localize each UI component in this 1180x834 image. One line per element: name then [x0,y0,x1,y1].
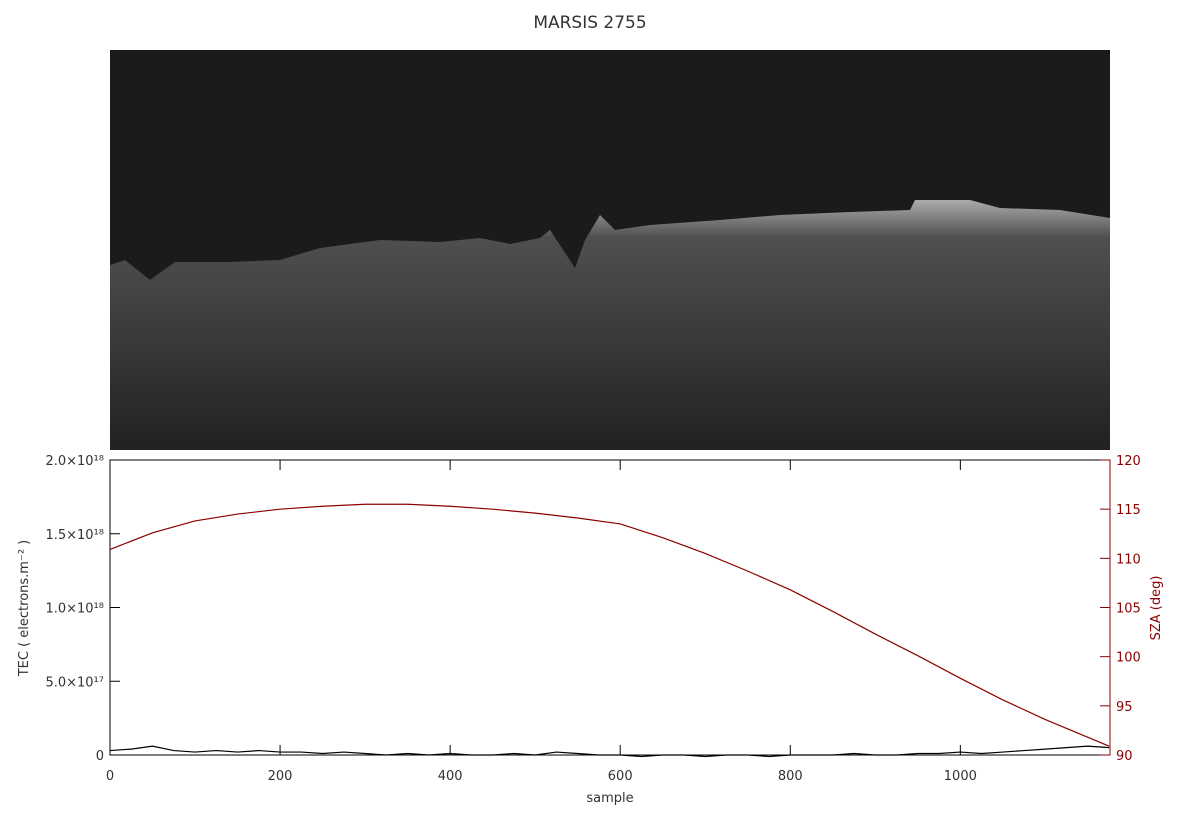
chart-title: MARSIS 2755 [533,13,646,33]
y2-tick-label: 110 [1116,552,1141,567]
y2-tick-label: 115 [1116,503,1141,518]
y-tick-label: 0 [96,749,104,764]
plot-frame [109,459,1111,756]
x-axis-label: sample [586,791,633,806]
x-tick-label: 600 [608,769,633,784]
x-tick-label: 400 [438,769,463,784]
y2-tick-label: 90 [1116,749,1133,764]
y2-tick-label: 100 [1116,651,1141,666]
x-tick-label: 200 [268,769,293,784]
x-tick-label: 0 [106,769,114,784]
series-line [109,745,1110,758]
x-tick-label: 1000 [944,769,977,784]
y-tick-label: 5.0×10¹⁷ [45,675,104,690]
y2-tick-label: 120 [1116,454,1141,469]
y-tick-label: 2.0×10¹⁸ [45,454,104,469]
y-tick-label: 1.5×10¹⁸ [45,528,104,543]
x-tick-label: 800 [778,769,803,784]
y-tick-label: 1.0×10¹⁸ [45,602,104,617]
y2-tick-label: 95 [1116,700,1133,715]
y2-axis-label: SZA (deg) [1149,576,1164,641]
series-line [109,503,1110,747]
y-axis-label: TEC ( electrons.m⁻² ) [17,540,32,678]
radargram-echo [110,200,1110,450]
y2-tick-label: 105 [1116,602,1141,617]
